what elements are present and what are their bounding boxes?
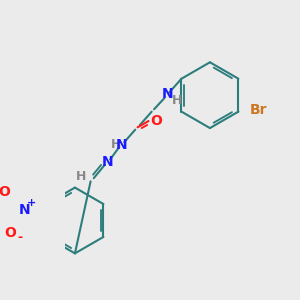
Text: N: N [116, 137, 128, 152]
Text: +: + [27, 198, 36, 208]
Text: H: H [76, 170, 86, 183]
Text: Br: Br [249, 103, 267, 117]
Text: -: - [17, 231, 22, 244]
Text: O: O [4, 226, 16, 240]
Text: O: O [151, 114, 162, 128]
Text: H: H [172, 94, 182, 107]
Text: N: N [19, 203, 30, 217]
Text: H: H [110, 138, 121, 151]
Text: N: N [161, 87, 173, 101]
Text: O: O [0, 184, 10, 199]
Text: N: N [102, 155, 114, 169]
